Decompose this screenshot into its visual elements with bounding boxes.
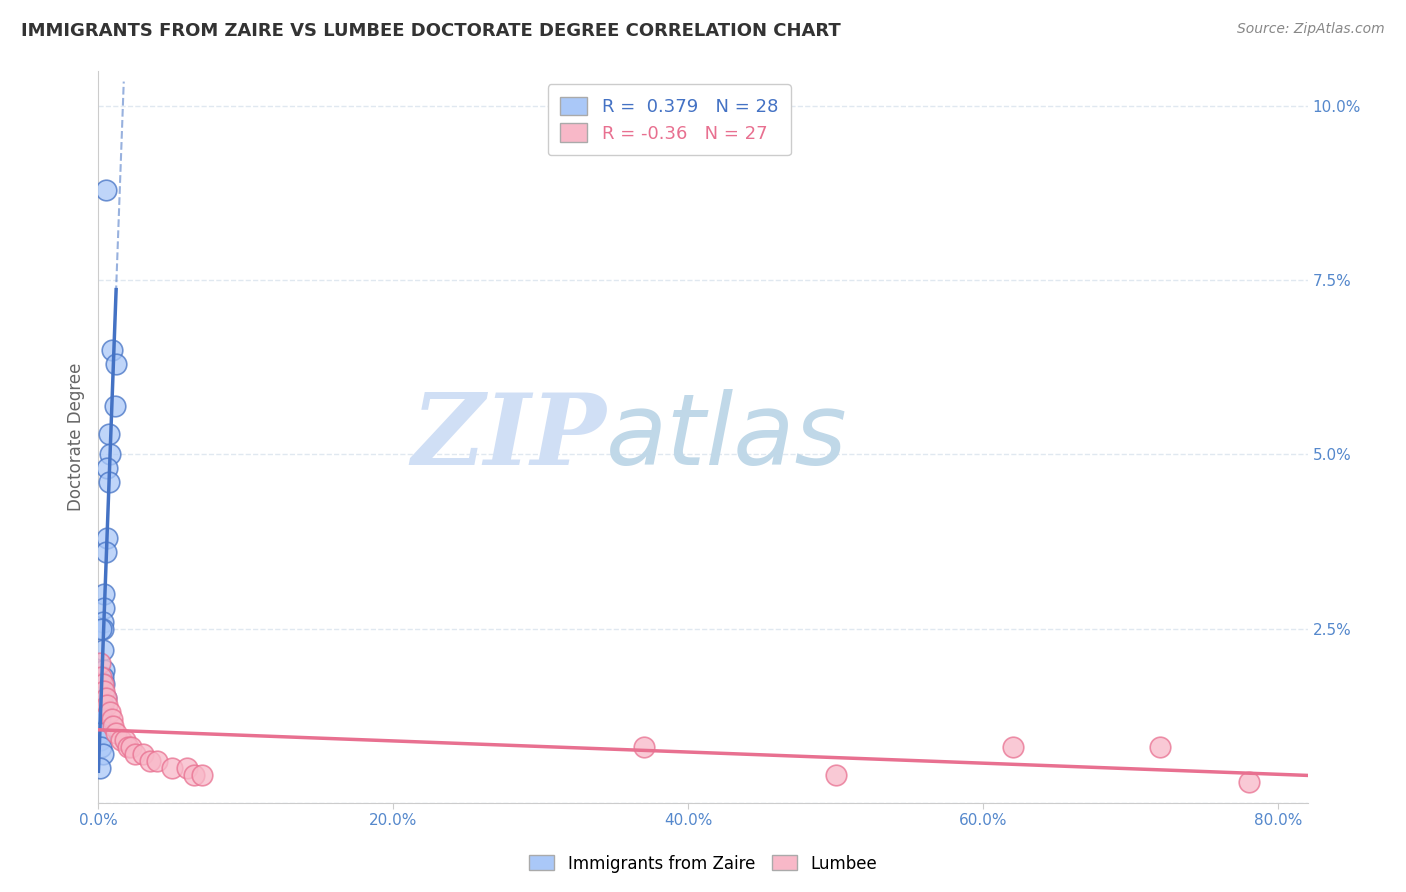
Point <box>89 657 111 671</box>
Point <box>1149 740 1171 755</box>
Point <box>190 768 212 782</box>
Point <box>101 719 124 733</box>
Point <box>824 768 846 782</box>
Point <box>114 733 136 747</box>
Point <box>160 761 183 775</box>
Point <box>91 747 114 761</box>
Point <box>105 726 128 740</box>
Point <box>93 684 115 698</box>
Point <box>89 712 111 726</box>
Point <box>97 475 120 490</box>
Point <box>89 733 111 747</box>
Point <box>120 740 142 755</box>
Point <box>91 615 114 629</box>
Point <box>97 426 120 441</box>
Y-axis label: Doctorate Degree: Doctorate Degree <box>66 363 84 511</box>
Legend: Immigrants from Zaire, Lumbee: Immigrants from Zaire, Lumbee <box>523 848 883 880</box>
Point <box>104 399 127 413</box>
Point <box>89 726 111 740</box>
Point <box>117 740 139 755</box>
Point <box>93 587 115 601</box>
Point <box>1237 775 1260 789</box>
Point <box>100 712 122 726</box>
Point <box>93 600 115 615</box>
Point <box>91 622 114 636</box>
Point <box>131 747 153 761</box>
Point <box>98 448 121 462</box>
Point <box>93 677 115 691</box>
Point <box>91 698 114 713</box>
Point <box>93 664 115 678</box>
Point <box>90 740 112 755</box>
Point <box>124 747 146 761</box>
Point <box>94 691 117 706</box>
Point <box>100 343 122 357</box>
Point <box>94 183 117 197</box>
Point <box>110 733 132 747</box>
Point <box>90 622 112 636</box>
Legend: R =  0.379   N = 28, R = -0.36   N = 27: R = 0.379 N = 28, R = -0.36 N = 27 <box>547 84 790 155</box>
Point <box>98 705 121 719</box>
Point <box>90 705 112 719</box>
Point <box>633 740 655 755</box>
Point <box>91 642 114 657</box>
Point <box>139 754 162 768</box>
Point <box>94 691 117 706</box>
Point <box>96 698 118 713</box>
Text: ZIP: ZIP <box>412 389 606 485</box>
Point <box>146 754 169 768</box>
Point <box>96 461 118 475</box>
Text: Source: ZipAtlas.com: Source: ZipAtlas.com <box>1237 22 1385 37</box>
Point <box>91 670 114 684</box>
Point <box>89 761 111 775</box>
Text: atlas: atlas <box>606 389 848 485</box>
Point <box>94 545 117 559</box>
Point <box>176 761 198 775</box>
Point <box>90 670 112 684</box>
Point <box>183 768 205 782</box>
Point <box>1001 740 1024 755</box>
Point <box>105 357 128 371</box>
Point <box>96 531 118 545</box>
Point <box>91 677 114 691</box>
Text: IMMIGRANTS FROM ZAIRE VS LUMBEE DOCTORATE DEGREE CORRELATION CHART: IMMIGRANTS FROM ZAIRE VS LUMBEE DOCTORAT… <box>21 22 841 40</box>
